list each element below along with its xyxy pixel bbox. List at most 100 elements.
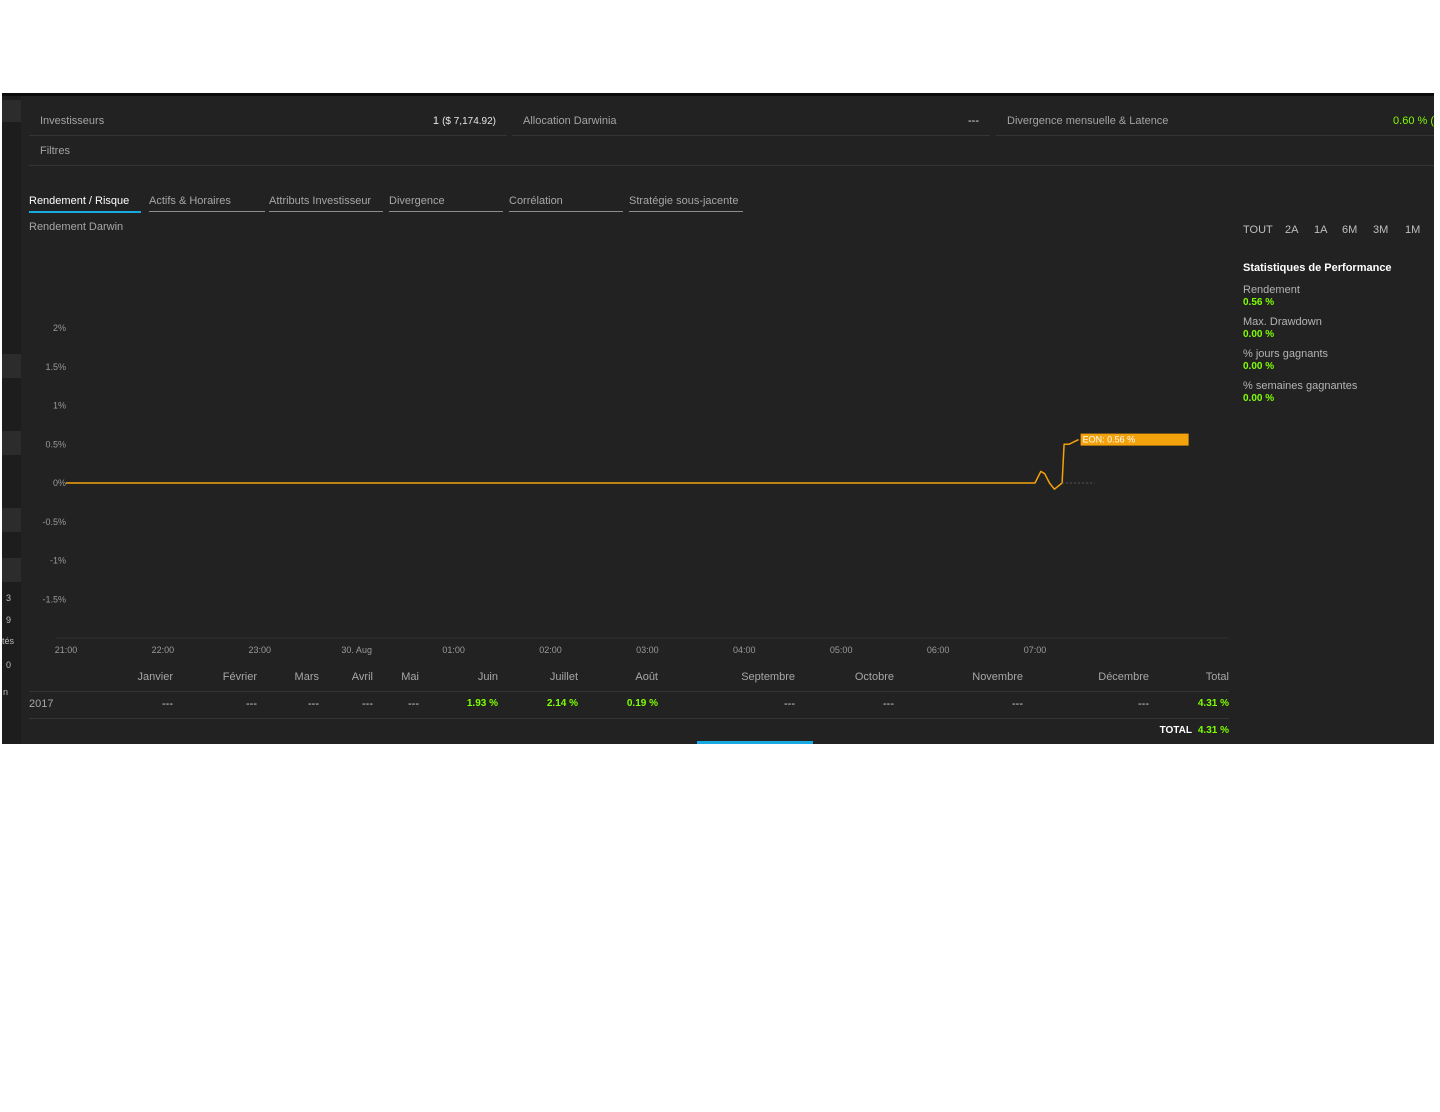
cell-fevrier: --- [246, 698, 257, 710]
top-border [2, 93, 1434, 96]
series-annotation-label: EON: 0.56 % [1083, 435, 1136, 445]
table-divider [29, 718, 1229, 719]
series-annotation-box [1080, 433, 1189, 446]
tab-actifs-horaires[interactable]: Actifs & Horaires [149, 194, 265, 212]
x-tick-label: 06:00 [927, 645, 950, 655]
cell-juin: 1.93 % [466, 698, 498, 709]
x-tick-label: 03:00 [636, 645, 659, 655]
range-3m[interactable]: 3M [1373, 224, 1389, 236]
table-header-row: Janvier Février Mars Avril Mai Juin Juil… [29, 665, 1229, 689]
header-juillet: Juillet [549, 671, 578, 683]
allocation-value: --- [968, 115, 979, 127]
x-tick-label: 05:00 [830, 645, 853, 655]
stat-label: Rendement [1243, 284, 1300, 296]
grand-total-label: TOTAL [1159, 725, 1192, 736]
range-2a[interactable]: 2A [1285, 224, 1299, 236]
row-year: 2017 [29, 698, 54, 710]
x-tick-label: 01:00 [442, 645, 465, 655]
allocation-label: Allocation Darwinia [523, 115, 617, 127]
tab-attributs-investisseur[interactable]: Attributs Investisseur [269, 194, 383, 212]
range-tout[interactable]: TOUT [1243, 224, 1273, 236]
investors-count: 1 [432, 115, 439, 127]
y-tick-label: 0.5% [45, 439, 66, 449]
divergence-label: Divergence mensuelle & Latence [1007, 115, 1169, 127]
sidebar-block [2, 508, 21, 532]
header-mai: Mai [401, 671, 419, 683]
y-tick-label: -1% [50, 556, 66, 566]
header-janvier: Janvier [137, 671, 173, 683]
sidebar-text: 3 [6, 593, 12, 603]
header-avril: Avril [351, 671, 373, 683]
investors-value: 1 ($ 7,174.92) [433, 107, 496, 136]
header-total: Total [1205, 671, 1229, 683]
sidebar-block [2, 558, 21, 582]
header-octobre: Octobre [854, 671, 894, 683]
cell-septembre: --- [784, 698, 795, 710]
bottom-action-button[interactable] [697, 741, 813, 744]
tab-strategie[interactable]: Stratégie sous-jacente [629, 194, 743, 212]
cell-juillet: 2.14 % [546, 698, 578, 709]
range-1a[interactable]: 1A [1314, 224, 1328, 236]
header-aout: Août [635, 671, 658, 683]
cell-novembre: --- [1012, 698, 1023, 710]
cell-octobre: --- [883, 698, 894, 710]
stat-label: Max. Drawdown [1243, 316, 1322, 328]
y-tick-label: 1.5% [45, 362, 66, 372]
sidebar-block [2, 431, 21, 455]
stat-value: 0.00 % [1243, 361, 1275, 372]
range-1m[interactable]: 1M [1405, 224, 1421, 236]
cell-total: 4.31 % [1197, 698, 1229, 709]
tab-rendement-risque[interactable]: Rendement / Risque [29, 194, 141, 213]
x-tick-label: 04:00 [733, 645, 756, 655]
cell-mars: --- [308, 698, 319, 710]
stat-value: 0.56 % [1243, 297, 1275, 308]
table-total-row: TOTAL 4.31 % [29, 719, 1229, 743]
x-tick-label: 02:00 [539, 645, 562, 655]
left-sidebar-strip: 3 9 tés 0 n [2, 96, 21, 744]
stat-label: % semaines gagnantes [1243, 380, 1358, 392]
divergence-row: Divergence mensuelle & Latence 0.60 % ( [996, 107, 1434, 136]
investors-label: Investisseurs [40, 115, 105, 127]
x-tick-label: 21:00 [55, 645, 78, 655]
stat-value: 0.00 % [1243, 393, 1275, 404]
grand-total-value: 4.31 % [1197, 725, 1229, 736]
sidebar-block [2, 100, 21, 122]
cell-mai: --- [408, 698, 419, 710]
x-tick-label: 23:00 [249, 645, 272, 655]
performance-stats: Statistiques de Performance Rendement 0.… [1243, 262, 1423, 412]
divergence-value: 0.60 % ( [1393, 115, 1434, 127]
chart-ticks: 2% 1.5% 1% 0.5% 0% -0.5% -1% -1.5% 21:00 22:00 23:… [42, 323, 1228, 655]
stat-max-drawdown: Max. Drawdown 0.00 % [1243, 316, 1423, 340]
cell-janvier: --- [162, 698, 173, 710]
y-tick-label: 1% [53, 401, 66, 411]
stat-rendement: Rendement 0.56 % [1243, 284, 1423, 308]
table-row: 2017 --- --- --- --- --- 1.93 % 2.14 % 0… [29, 692, 1229, 716]
stat-label: % jours gagnants [1243, 348, 1328, 360]
header-decembre: Décembre [1098, 671, 1149, 683]
series-line [66, 438, 1079, 490]
sidebar-block [2, 354, 21, 378]
sidebar-text: n [3, 687, 9, 697]
range-6m[interactable]: 6M [1342, 224, 1358, 236]
tab-correlation[interactable]: Corrélation [509, 194, 623, 212]
filters-row[interactable]: Filtres [29, 137, 1434, 166]
header-juin: Juin [477, 671, 498, 683]
investors-row: Investisseurs 1 ($ 7,174.92) [29, 107, 507, 136]
header-novembre: Novembre [972, 671, 1023, 683]
investors-amount: ($ 7,174.92) [442, 116, 496, 127]
x-tick-label: 30. Aug [341, 645, 372, 655]
cell-decembre: --- [1138, 698, 1149, 710]
y-tick-label: -0.5% [42, 517, 66, 527]
table-divider [29, 691, 1229, 692]
x-tick-label: 22:00 [152, 645, 175, 655]
tab-divergence[interactable]: Divergence [389, 194, 503, 212]
y-tick-label: 0% [53, 478, 66, 488]
app-window: 3 9 tés 0 n Investisseurs 1 ($ 7,174.92)… [2, 93, 1434, 744]
chart-title: Rendement Darwin [29, 221, 124, 233]
cell-aout: 0.19 % [626, 698, 658, 709]
y-tick-label: -1.5% [42, 594, 66, 604]
x-tick-label: 07:00 [1024, 645, 1047, 655]
sidebar-text: tés [2, 636, 15, 646]
stats-title: Statistiques de Performance [1243, 262, 1392, 274]
cell-avril: --- [362, 698, 373, 710]
